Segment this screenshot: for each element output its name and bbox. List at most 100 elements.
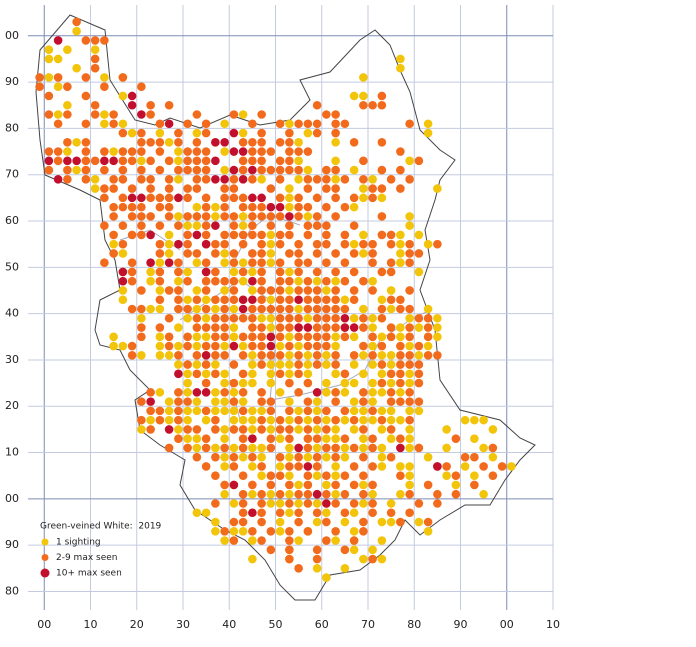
record-dot	[405, 462, 414, 471]
record-dot	[257, 147, 266, 156]
record-dot	[266, 323, 276, 332]
record-dot	[331, 369, 340, 379]
record-dot	[405, 221, 414, 230]
record-dot	[90, 110, 100, 119]
record-dot	[201, 378, 211, 388]
record-dot	[405, 175, 414, 184]
record-dot	[294, 341, 303, 351]
record-dot	[257, 276, 266, 286]
record-dot	[127, 267, 137, 277]
record-dot	[127, 100, 137, 110]
x-tick-label: 00	[500, 618, 514, 631]
record-dot	[285, 304, 294, 314]
record-dot	[405, 304, 414, 314]
record-dot	[331, 267, 340, 277]
record-dot	[266, 489, 276, 499]
record-dot	[294, 462, 303, 471]
record-dot	[192, 425, 202, 434]
record-dot	[377, 91, 387, 101]
record-dot	[312, 397, 322, 406]
x-tick-label: 40	[222, 618, 236, 631]
record-dot	[331, 462, 340, 471]
record-dot	[322, 406, 331, 416]
x-tick-label: 50	[269, 618, 283, 631]
record-dot	[294, 452, 303, 462]
record-dot	[238, 471, 248, 481]
record-dot	[155, 202, 165, 212]
record-dot	[377, 517, 387, 527]
record-dot	[331, 212, 340, 221]
record-dot	[248, 341, 257, 351]
record-dot	[285, 526, 294, 536]
record-dot	[192, 137, 202, 147]
record-dot	[229, 221, 239, 230]
record-dot	[377, 304, 387, 314]
record-dot	[248, 332, 257, 342]
record-dot	[220, 378, 229, 388]
record-dot	[331, 313, 340, 323]
record-dot	[368, 415, 377, 425]
record-dot	[137, 397, 146, 406]
record-dot	[312, 276, 322, 286]
record-dot	[238, 508, 248, 518]
record-dot	[386, 388, 396, 397]
record-dot	[44, 91, 54, 101]
record-dot	[368, 443, 377, 453]
record-dot	[303, 230, 313, 240]
record-dot	[127, 258, 137, 267]
record-dot	[238, 239, 248, 249]
record-dot	[460, 452, 470, 462]
record-dot	[146, 184, 155, 193]
record-dot	[331, 425, 340, 434]
record-dot	[146, 415, 155, 425]
record-dot	[470, 480, 479, 490]
record-dot	[294, 489, 303, 499]
record-dot	[100, 82, 109, 92]
record-dot	[386, 406, 396, 416]
record-dot	[201, 360, 211, 369]
record-dot	[100, 110, 109, 119]
record-dot	[192, 249, 202, 258]
record-dot	[303, 212, 313, 221]
record-dot	[414, 517, 424, 527]
record-dot	[183, 378, 192, 388]
record-dot	[331, 489, 340, 499]
record-dot	[211, 425, 220, 434]
record-dot	[238, 415, 248, 425]
record-dot	[174, 258, 183, 267]
record-dot	[266, 406, 276, 416]
record-dot	[359, 239, 368, 249]
record-dot	[377, 212, 387, 221]
record-dot	[183, 434, 192, 443]
record-dot	[349, 443, 359, 453]
record-dot	[275, 258, 285, 267]
record-dot	[266, 415, 276, 425]
record-dot	[405, 323, 414, 332]
record-dot	[340, 434, 350, 443]
record-dot	[340, 508, 350, 518]
record-dot	[359, 73, 368, 82]
record-dot	[63, 147, 72, 156]
record-dot	[275, 369, 285, 379]
record-dot	[220, 295, 229, 305]
record-dot	[405, 369, 414, 379]
record-dot	[349, 323, 359, 332]
record-dot	[368, 545, 377, 555]
record-dot	[211, 304, 220, 314]
record-dot	[63, 100, 72, 110]
record-dot	[72, 63, 81, 73]
record-dot	[275, 517, 285, 527]
record-dot	[63, 156, 72, 166]
record-dot	[322, 517, 331, 527]
record-dot	[211, 175, 220, 184]
record-dot	[294, 360, 303, 369]
record-dot	[238, 137, 248, 147]
record-dot	[312, 508, 322, 518]
record-dot	[220, 443, 229, 453]
record-dot	[396, 54, 405, 64]
record-dot	[359, 397, 368, 406]
record-dot	[257, 286, 266, 295]
record-dot	[377, 137, 387, 147]
record-dot	[396, 378, 405, 388]
record-dot	[201, 212, 211, 221]
